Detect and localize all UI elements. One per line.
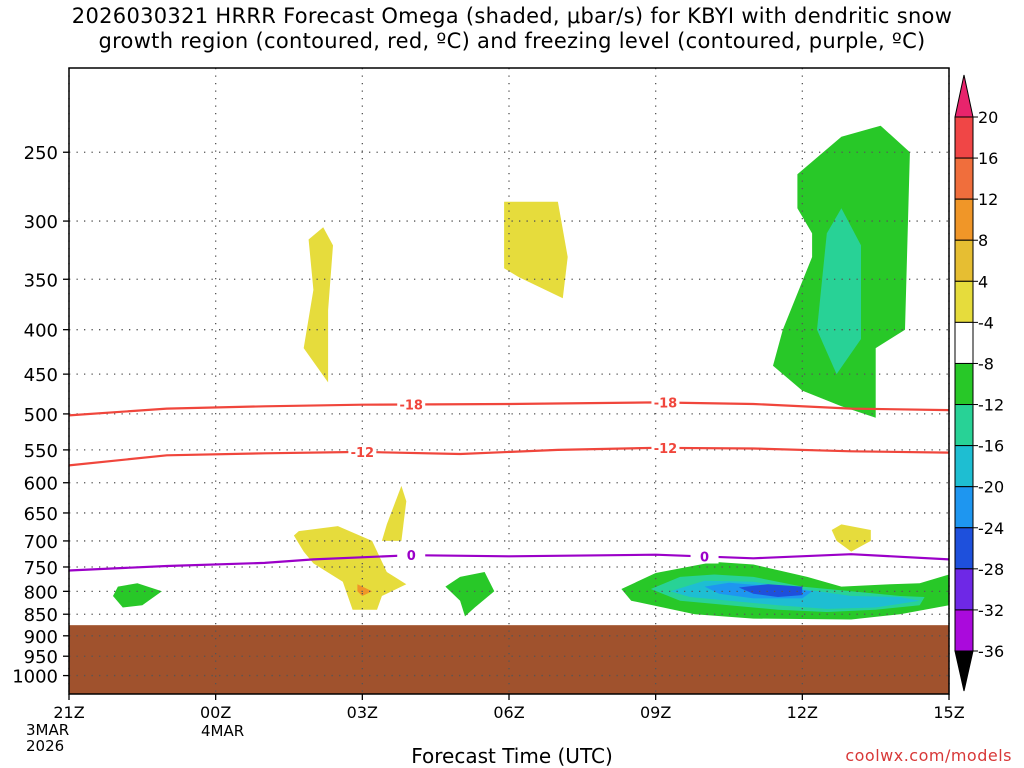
colorbar-label-1: 16 <box>978 149 998 168</box>
y-tick-label-900: 900 <box>24 627 58 648</box>
omega-shading <box>113 125 949 620</box>
omega-region-4 <box>357 584 373 596</box>
chart-title: 2026030321 HRRR Forecast Omega (shaded, … <box>0 4 1024 54</box>
date-label-month: 3MAR <box>26 721 70 739</box>
colorbar-swatch-10 <box>954 527 974 570</box>
y-tick-label-400: 400 <box>24 321 58 342</box>
colorbar-swatch-8 <box>954 445 974 488</box>
omega-region-5 <box>831 524 871 552</box>
colorbar-label-8: -16 <box>978 437 1004 456</box>
colorbar: 20 16 12 8 4 -4 -8 -12 -16 -20 -24 -28 -32 -36 <box>954 74 1004 692</box>
y-tick-label-500: 500 <box>24 405 58 426</box>
y-tick-label-650: 650 <box>24 504 58 525</box>
contour-label-bg-dgz_-12-0 <box>348 444 377 459</box>
contour-label-dgz_-12-0: -12 <box>351 446 375 461</box>
colorbar-label-5: -4 <box>978 313 994 332</box>
colorbar-swatch-6 <box>954 362 974 406</box>
contour-label-bg-dgz_-18-0 <box>397 397 426 412</box>
colorbar-label-7: -12 <box>978 396 1004 415</box>
colorbar-label-9: -20 <box>978 478 1004 497</box>
colorbar-label-3: 8 <box>978 231 988 250</box>
colorbar-label-12: -32 <box>978 601 1004 620</box>
contour-lines: -18 -18 -12 -12 0 0 <box>68 395 950 572</box>
credit-link[interactable]: coolwx.com/models <box>845 746 1012 765</box>
y-tick-label-300: 300 <box>24 212 58 233</box>
contour-dgz_-12 <box>68 446 950 467</box>
contour-label-freezing_0-0: 0 <box>407 549 416 564</box>
omega-region-14 <box>738 584 803 597</box>
omega-region-3 <box>293 526 407 610</box>
contour-label-bg-dgz_-12-1 <box>651 440 680 455</box>
y-tick-label-550: 550 <box>24 441 58 462</box>
omega-region-2 <box>381 485 407 541</box>
omega-region-8 <box>113 583 162 608</box>
colorbar-swatch-3 <box>954 239 974 282</box>
colorbar-label-13: -36 <box>978 642 1004 661</box>
y-tick-label-800: 800 <box>24 582 58 603</box>
colorbar-swatch-2 <box>954 198 974 241</box>
y-tick-label-700: 700 <box>24 532 58 553</box>
y-tick-label-950: 950 <box>24 647 58 668</box>
colorbar-bottom-arrow <box>954 650 974 692</box>
colorbar-swatch-5 <box>954 321 974 364</box>
colorbar-swatch-12 <box>954 609 974 652</box>
y-tick-label-600: 600 <box>24 474 58 495</box>
y-tick-label-850: 850 <box>24 605 58 626</box>
colorbar-label-0: 20 <box>978 108 998 127</box>
x-tick-label-21Z: 21Z <box>53 703 84 722</box>
colorbar-label-11: -28 <box>978 560 1004 579</box>
colorbar-swatch-4 <box>954 280 974 323</box>
x-tick-label-00Z: 00Z <box>200 703 231 722</box>
y-tick-label-750: 750 <box>24 558 58 579</box>
y-tick-label-350: 350 <box>24 270 58 291</box>
contour-label-dgz_-18-1: -18 <box>654 397 678 412</box>
colorbar-swatch-0 <box>954 116 974 159</box>
colorbar-label-10: -24 <box>978 519 1004 538</box>
y-axis: 2503003504004505005506006507007508008509… <box>12 143 69 688</box>
contour-label-bg-freezing_0-0 <box>397 548 426 563</box>
x-tick-label-15Z: 15Z <box>933 703 964 722</box>
omega-region-0 <box>303 227 333 383</box>
y-tick-label-1000: 1000 <box>12 667 58 688</box>
date-labels: 3MAR 2026 <box>26 722 69 754</box>
colorbar-swatch-7 <box>954 404 974 447</box>
y-tick-label-450: 450 <box>24 365 58 386</box>
contour-label-bg-freezing_0-1 <box>690 549 719 564</box>
colorbar-label-4: 4 <box>978 272 988 291</box>
date-label-4mar: 4MAR <box>201 722 245 740</box>
contour-label-freezing_0-1: 0 <box>700 551 709 566</box>
contour-dgz_-18 <box>68 401 950 417</box>
x-tick-label-06Z: 06Z <box>493 703 524 722</box>
colorbar-label-2: 12 <box>978 190 998 209</box>
date-label-year: 2026 <box>26 737 65 755</box>
contour-label-dgz_-18-0: -18 <box>399 398 423 413</box>
colorbar-top-arrow <box>954 74 974 118</box>
colorbar-swatch-9 <box>954 486 974 529</box>
omega-region-9 <box>445 572 495 617</box>
contour-label-dgz_-12-1: -12 <box>654 442 678 457</box>
contour-freezing_0 <box>68 553 950 572</box>
x-axis-label: Forecast Time (UTC) <box>411 744 613 768</box>
x-tick-label-03Z: 03Z <box>347 703 378 722</box>
ground-terrain <box>69 625 949 694</box>
colorbar-swatch-11 <box>954 568 974 611</box>
omega-region-7 <box>817 208 861 375</box>
y-tick-label-250: 250 <box>24 143 58 164</box>
title-line-1: 2026030321 HRRR Forecast Omega (shaded, … <box>71 4 953 28</box>
colorbar-label-6: -8 <box>978 354 994 373</box>
title-line-2: growth region (contoured, red, ºC) and f… <box>98 29 926 53</box>
colorbar-swatch-1 <box>954 157 974 200</box>
contour-label-bg-dgz_-18-1 <box>651 395 680 410</box>
x-tick-label-09Z: 09Z <box>640 703 671 722</box>
x-axis: 21Z 00Z 03Z 06Z 09Z 12Z 15Z <box>53 694 965 722</box>
x-tick-label-12Z: 12Z <box>787 703 818 722</box>
omega-region-1 <box>504 201 568 299</box>
